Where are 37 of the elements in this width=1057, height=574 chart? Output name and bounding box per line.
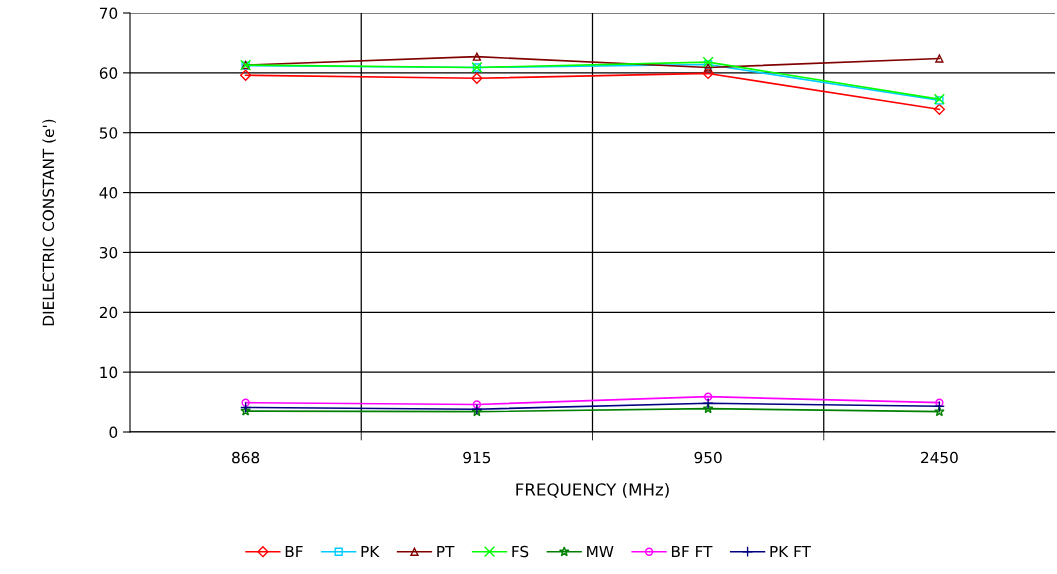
point xyxy=(935,54,944,63)
y-tick-label: 70 xyxy=(100,7,118,20)
y-tick-label: 50 xyxy=(99,127,118,139)
point xyxy=(240,69,252,81)
y-tick-label: 0 xyxy=(109,426,118,439)
point xyxy=(472,52,482,61)
legend-label: BF xyxy=(285,545,303,558)
legend-label: PK FT xyxy=(770,545,811,558)
y-tick-label: 10 xyxy=(100,366,118,379)
point xyxy=(241,398,250,407)
legend-label: PT xyxy=(437,545,455,558)
legend-label: PK xyxy=(361,545,380,558)
point xyxy=(933,400,945,412)
x-axis-title: FREQUENCY (MHz) xyxy=(516,482,669,498)
x-tick-label: 868 xyxy=(232,451,260,464)
y-tick-label: 30 xyxy=(99,246,118,259)
point xyxy=(702,67,714,80)
legend-label: MW xyxy=(587,545,614,558)
x-tick-label: 2450 xyxy=(921,451,958,464)
point xyxy=(240,401,252,414)
point xyxy=(935,398,944,407)
y-axis-title: DIELECTRIC CONSTANT (e') xyxy=(42,119,56,326)
legend-label: BF FT xyxy=(671,545,713,558)
y-tick-label: 60 xyxy=(99,67,118,79)
point xyxy=(934,406,945,417)
point xyxy=(702,397,714,409)
point xyxy=(933,103,945,115)
x-tick-label: 915 xyxy=(463,451,491,464)
point xyxy=(703,392,713,401)
point xyxy=(472,400,482,409)
legend-label: FS xyxy=(512,545,529,558)
point xyxy=(471,72,483,84)
y-tick-label: 40 xyxy=(99,187,118,199)
point xyxy=(240,405,251,416)
x-tick-label: 950 xyxy=(694,451,722,464)
y-tick-label: 20 xyxy=(99,306,118,319)
point xyxy=(702,56,714,68)
